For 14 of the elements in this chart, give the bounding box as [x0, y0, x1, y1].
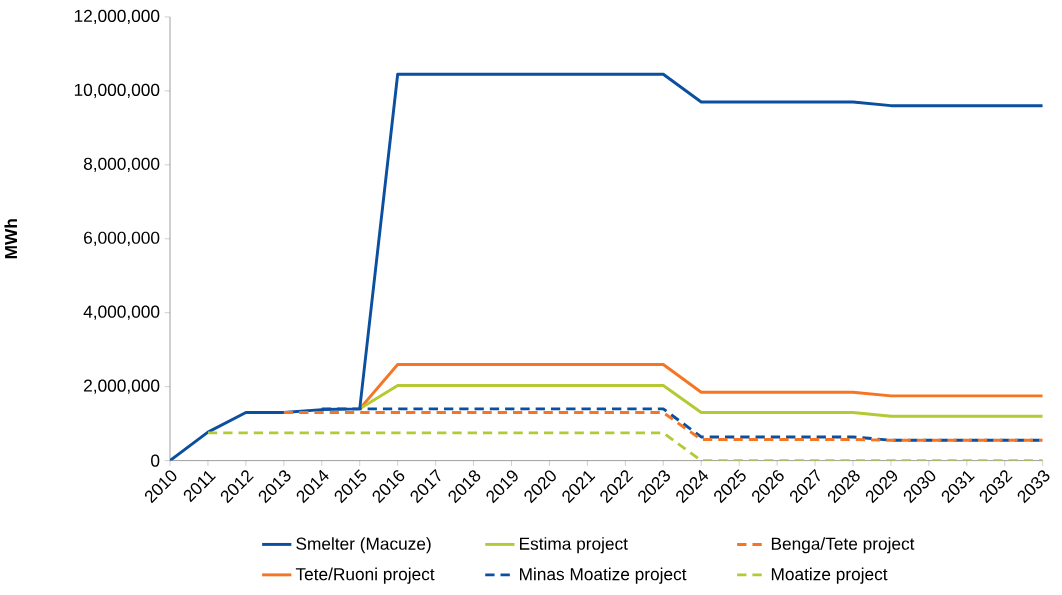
y-axis-title: MWh	[4, 219, 17, 259]
y-tick-label: 10,000,000	[74, 83, 160, 99]
legend-label: Minas Moatize project	[520, 567, 687, 584]
legend-label: Smelter (Macuze)	[296, 537, 431, 554]
y-tick-label: 6,000,000	[84, 231, 160, 247]
y-tick-label: 8,000,000	[83, 157, 160, 173]
legend-label: Benga/Tete project	[771, 537, 915, 554]
y-tick-label: 4,000,000	[83, 305, 160, 320]
y-tick-label: 0	[151, 454, 160, 467]
y-tick-label: 2,000,000	[84, 379, 160, 394]
y-tick-label: 12,000,000	[74, 9, 160, 25]
legend-label: Estima project	[520, 537, 628, 554]
legend-label: Moatize project	[771, 567, 888, 584]
legend-label: Tete/Ruoni project	[295, 567, 435, 584]
